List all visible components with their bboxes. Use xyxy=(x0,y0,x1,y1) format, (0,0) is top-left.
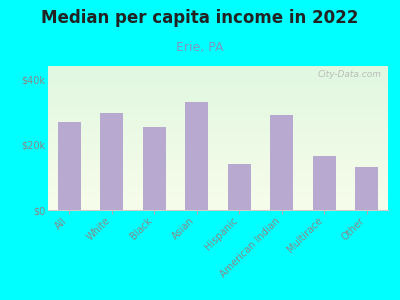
Bar xyxy=(355,167,378,210)
Bar xyxy=(312,156,336,210)
Text: City-Data.com: City-Data.com xyxy=(317,70,381,79)
Bar xyxy=(185,102,208,210)
Bar xyxy=(58,122,81,210)
Bar xyxy=(228,164,251,210)
Text: Erie, PA: Erie, PA xyxy=(176,40,224,53)
Bar xyxy=(100,113,124,210)
Text: Median per capita income in 2022: Median per capita income in 2022 xyxy=(41,9,359,27)
Bar xyxy=(270,115,294,210)
Bar xyxy=(142,127,166,210)
